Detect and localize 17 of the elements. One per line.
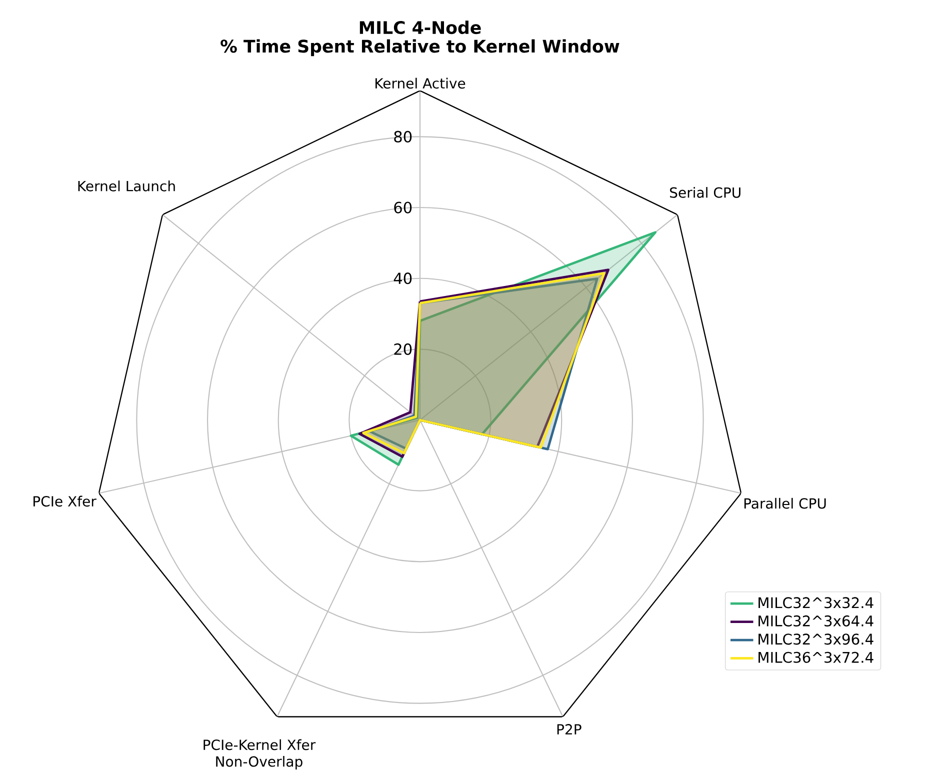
spoke-label: PCIe-Kernel Xfer Non-Overlap (204, 739, 316, 770)
y-tick-label: 80 (394, 130, 412, 142)
spoke-label: P2P (557, 724, 582, 734)
legend-label: MILC36^3x72.4 (758, 652, 874, 663)
spoke-label: Kernel Launch (78, 180, 175, 192)
y-tick-label: 60 (394, 202, 412, 214)
spoke-label: PCIe Xfer (34, 496, 96, 507)
spoke-label: Serial CPU (670, 187, 740, 198)
spoke-label: Parallel CPU (744, 498, 826, 509)
chart-subtitle: % Time Spent Relative to Kernel Window (220, 39, 620, 56)
y-tick-label: 20 (394, 343, 412, 355)
y-tick-label: 40 (394, 272, 412, 284)
legend-label: MILC32^3x96.4 (758, 634, 874, 645)
spoke-label: Kernel Active (376, 78, 466, 89)
legend-label: MILC32^3x32.4 (758, 597, 874, 608)
chart-title: MILC 4-Node (360, 20, 481, 34)
legend-label: MILC32^3x64.4 (758, 615, 874, 626)
